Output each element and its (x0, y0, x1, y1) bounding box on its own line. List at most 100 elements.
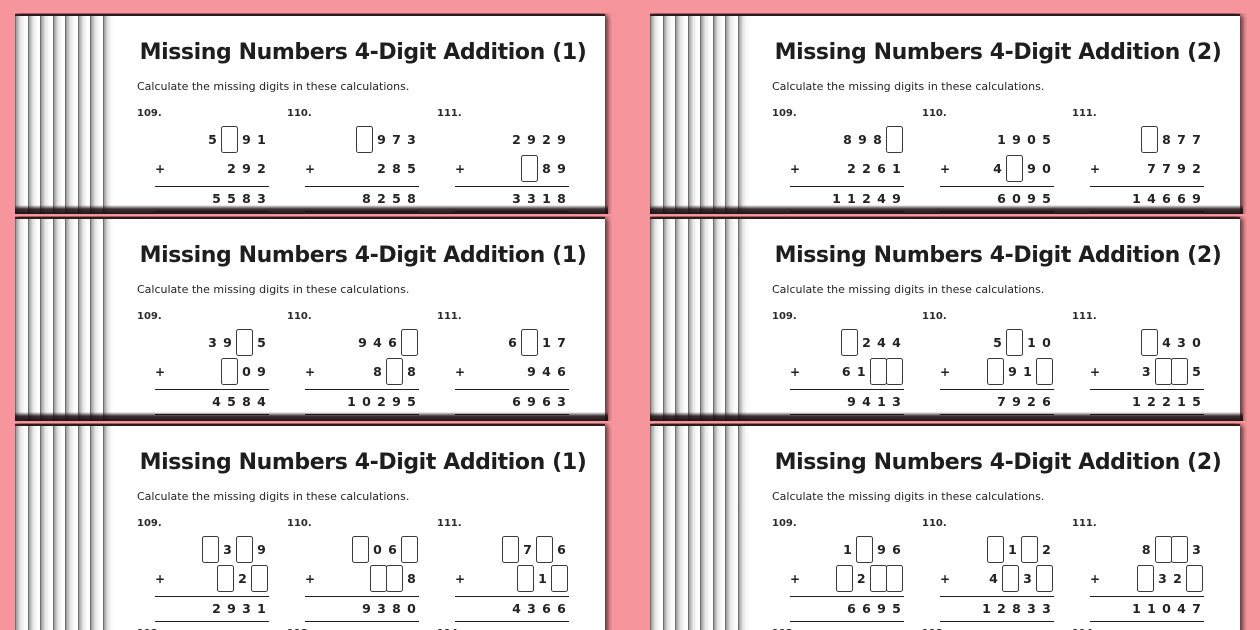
missing-digit-box (551, 565, 568, 592)
digit: 8 (242, 393, 251, 409)
digit: 6 (1177, 190, 1186, 206)
page-edge (40, 219, 53, 421)
digit: 9 (858, 132, 867, 147)
digit: 9 (892, 190, 901, 206)
page-edge (712, 219, 725, 421)
answer-line (455, 186, 569, 187)
problem-number: 111. (437, 108, 462, 119)
answer-line (305, 211, 419, 212)
missing-digit-box (1171, 358, 1188, 385)
digit: 9 (1192, 190, 1201, 206)
plus-sign: + (1090, 571, 1101, 586)
column-addition: 2 9 2 9 +8 9 3 3 1 8 (455, 125, 569, 212)
digit: 6 (892, 542, 901, 557)
page-edge (687, 16, 700, 214)
plus-sign: + (940, 364, 951, 379)
digit: 4 (892, 335, 901, 350)
page-edge (52, 219, 65, 421)
plus-sign: + (455, 571, 466, 586)
page-edge (90, 426, 103, 630)
digit: 6 (997, 190, 1006, 206)
addition-problem: 111. 6 1 7 +9 4 6 6 9 6 3 (437, 311, 587, 415)
addition-problem: 109. 5 9 1 +2 9 2 5 5 8 3 (137, 108, 287, 212)
digit: 8 (1141, 542, 1151, 557)
answer-line (940, 389, 1054, 390)
digit: 9 (557, 132, 566, 147)
digit: 9 (1027, 190, 1036, 206)
digit: 9 (877, 600, 886, 616)
missing-digit-box (356, 126, 373, 153)
missing-digit-box (841, 329, 858, 356)
page-edge (700, 16, 713, 214)
digit: 6 (542, 393, 551, 409)
addition-problem: 110. 9 7 3 +2 8 5 8 2 5 8 (287, 108, 437, 212)
answer-line (455, 596, 569, 597)
addend-bottom-row: +3 5 (1090, 357, 1204, 386)
page-edge (650, 426, 663, 630)
missing-digit-box (1186, 565, 1203, 592)
worksheet-title: Missing Numbers 4-Digit Addition (1) (139, 243, 587, 268)
worksheet-title: Missing Numbers 4-Digit Addition (1) (139, 450, 587, 475)
digit: 5 (407, 393, 416, 409)
digit: 9 (392, 393, 401, 409)
problem-number: 112. (772, 628, 797, 630)
page-edge (102, 16, 115, 214)
column-addition: 5 9 1 +2 9 2 5 5 8 3 (155, 125, 269, 212)
missing-digit-box (517, 565, 534, 592)
digit: 7 (997, 393, 1006, 409)
problem-number: 113. (287, 628, 312, 630)
page-edge (102, 426, 115, 630)
plus-sign: + (1090, 161, 1101, 176)
plus-sign: + (940, 161, 951, 176)
column-addition: 0 6 +8 9 3 8 0 (305, 535, 419, 622)
digit: 5 (1042, 190, 1051, 206)
page-edge (15, 426, 28, 630)
digit: 6 (877, 161, 886, 176)
problems-row: 109. 8 9 8 +2 2 6 1 1 1 2 4 9 110. 1 9 0 5 +4 9 0 6 0 9 5 111. 8 7 7… (772, 108, 1228, 212)
addition-problem: 111. 8 7 7 +7 7 9 2 1 4 6 6 9 (1072, 108, 1222, 212)
column-addition: 6 1 7 +9 4 6 6 9 6 3 (455, 328, 569, 415)
digit: 9 (358, 335, 367, 350)
digit: 6 (557, 542, 566, 557)
digit: 1 (257, 600, 266, 616)
problem-number: 114. (437, 628, 462, 630)
missing-digit-box (251, 565, 268, 592)
page-stack-edges (650, 426, 750, 630)
column-addition: 1 9 0 5 +4 9 0 6 0 9 5 (940, 125, 1054, 212)
missing-digit-box (386, 565, 403, 592)
digit: 2 (1027, 393, 1036, 409)
digit: 1 (997, 132, 1006, 147)
page-content: Missing Numbers 4-Digit Addition (1) Cal… (115, 219, 593, 421)
worksheet-instructions: Calculate the missing digits in these ca… (137, 490, 410, 503)
next-problem-stub: 113. (922, 628, 1072, 630)
digit: 9 (377, 132, 386, 147)
plus-sign: + (790, 364, 801, 379)
digit: 7 (1177, 132, 1186, 147)
digit: 6 (508, 335, 517, 350)
answer-line (155, 414, 269, 415)
digit: 7 (1192, 132, 1201, 147)
missing-digit-box (1137, 565, 1154, 592)
digit: 3 (1141, 364, 1151, 379)
plus-sign: + (305, 364, 316, 379)
addend-bottom-row: +4 3 (940, 564, 1054, 593)
missing-digit-box (401, 329, 418, 356)
digit: 8 (242, 190, 251, 206)
answer-line (455, 389, 569, 390)
page-edge (737, 426, 750, 630)
plus-sign: + (1090, 364, 1101, 379)
problems-row: 109. 3 9 +2 2 9 3 1 110. 0 6 +8 9 3 8 0 111. 7 6 +1 4 3 6 6 (137, 518, 593, 622)
answer-line (790, 414, 904, 415)
page-edge (77, 219, 90, 421)
worksheet-page: Missing Numbers 4-Digit Addition (1) Cal… (15, 426, 605, 630)
page-content: Missing Numbers 4-Digit Addition (2) Cal… (750, 16, 1228, 214)
next-problems-partial-row: 112. 113. 114. (772, 628, 1228, 630)
problems-row: 109. 3 9 5 +0 9 4 5 8 4 110. 9 4 6 +8 8 1 0 2 9 5 111. 6 1 7 +9 4 6… (137, 311, 593, 415)
missing-digit-box (1002, 565, 1019, 592)
missing-digit-box (869, 358, 887, 385)
